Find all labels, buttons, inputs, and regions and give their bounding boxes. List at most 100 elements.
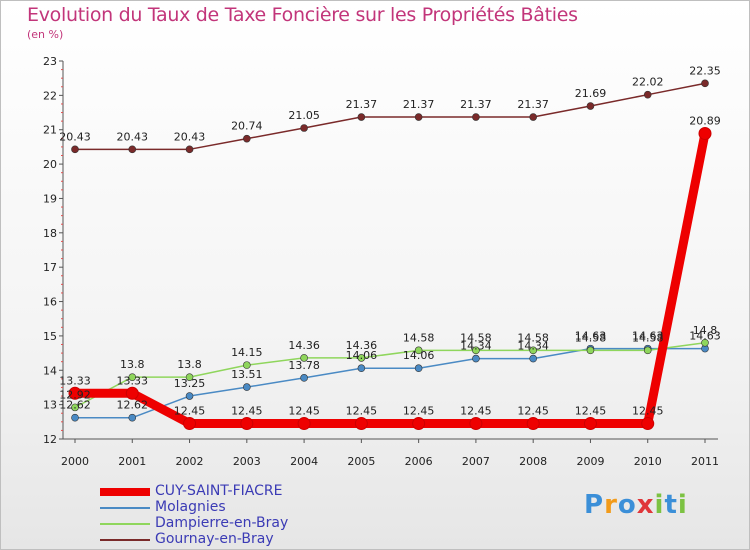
x-tick-label: 2001 [118, 455, 146, 468]
data-label: 12.45 [575, 405, 607, 418]
data-label: 12.62 [117, 399, 149, 412]
data-point [586, 346, 595, 355]
data-point [529, 113, 537, 121]
data-label: 21.37 [460, 98, 492, 111]
legend-swatch [100, 523, 150, 525]
data-label: 14.34 [517, 340, 549, 353]
data-point [357, 364, 366, 373]
legend-item: Gournay-en-Bray [100, 531, 360, 548]
legend-label: Dampierre-en-Bray [155, 515, 289, 531]
data-point [472, 113, 480, 121]
data-label: 14.63 [632, 330, 664, 343]
legend-swatch [100, 539, 150, 541]
data-label: 14.58 [403, 331, 435, 344]
data-point [469, 417, 483, 431]
data-point [185, 145, 194, 154]
data-point [68, 386, 82, 400]
data-label: 12.62 [59, 399, 91, 412]
data-point [472, 346, 480, 355]
data-label: 14.63 [689, 330, 721, 343]
data-label: 13.33 [117, 374, 149, 387]
x-tick-label: 2011 [691, 455, 719, 468]
data-label: 13.51 [231, 368, 263, 381]
data-point [357, 354, 366, 362]
data-point [583, 417, 597, 431]
logo-letter: x [636, 490, 655, 520]
y-tick-label: 17 [43, 261, 57, 274]
x-tick-label: 2004 [290, 455, 318, 468]
data-label: 14.58 [632, 331, 664, 344]
data-point [300, 124, 308, 132]
data-label: 12.45 [632, 405, 664, 418]
data-label: 20.43 [59, 130, 91, 143]
x-tick-label: 2010 [634, 455, 662, 468]
data-label: 14.06 [346, 349, 378, 362]
data-point [300, 374, 308, 382]
data-point [243, 134, 251, 143]
data-point [529, 346, 537, 355]
series-line-1 [74, 347, 706, 419]
data-label: 14.15 [231, 346, 263, 359]
logo-letter: i [654, 490, 665, 520]
data-label: 21.37 [403, 98, 435, 111]
data-point [414, 364, 423, 373]
data-label: 13.78 [288, 359, 320, 372]
data-label: 12.92 [59, 388, 91, 401]
data-label: 14.36 [346, 339, 378, 352]
data-point [71, 413, 79, 422]
data-label: 12.45 [403, 405, 435, 418]
chart-title: Evolution du Taux de Taxe Foncière sur l… [27, 4, 578, 26]
series-line-2 [74, 342, 706, 409]
proxiti-logo: Proxiti [584, 490, 688, 520]
legend-swatch [100, 488, 150, 496]
data-label: 21.37 [517, 98, 549, 111]
data-point [71, 403, 79, 412]
x-tick-label: 2002 [176, 455, 204, 468]
data-label: 20.43 [174, 130, 206, 143]
data-label: 20.74 [231, 120, 263, 133]
legend-item: Molagnies [100, 499, 360, 516]
data-label: 12.45 [174, 405, 206, 418]
series-line-0 [70, 129, 710, 429]
data-label: 13.8 [120, 358, 145, 371]
data-point [128, 145, 137, 154]
x-tick-label: 2000 [61, 455, 89, 468]
x-tick-label: 2003 [233, 455, 261, 468]
data-point [183, 417, 197, 431]
data-point [243, 383, 251, 391]
series-line-3 [74, 82, 706, 151]
x-tick-label: 2006 [405, 455, 433, 468]
data-label: 14.63 [575, 330, 607, 343]
data-label: 20.43 [117, 130, 149, 143]
data-point [128, 373, 137, 381]
data-point [586, 102, 595, 110]
y-tick-label: 12 [43, 433, 57, 446]
legend-label: CUY-SAINT-FIACRE [155, 483, 283, 499]
data-point [526, 417, 540, 431]
x-tick-label: 2007 [462, 455, 490, 468]
data-label: 12.45 [517, 405, 549, 418]
data-point [472, 354, 480, 363]
legend-label: Gournay-en-Bray [155, 531, 274, 547]
data-label: 21.05 [288, 109, 320, 122]
x-tick-label: 2005 [347, 455, 375, 468]
logo-letter: o [617, 490, 637, 520]
legend-swatch [100, 507, 150, 509]
data-point [643, 346, 652, 355]
y-tick-label: 16 [43, 296, 57, 309]
data-label: 21.37 [346, 98, 378, 111]
y-tick-label: 14 [43, 364, 57, 377]
data-point [71, 145, 79, 154]
legend-item: CUY-SAINT-FIACRE [100, 483, 360, 500]
y-tick-label: 18 [43, 227, 57, 240]
data-point [297, 417, 311, 431]
data-point [185, 373, 194, 381]
y-tick-label: 21 [43, 124, 57, 137]
data-label: 14.34 [460, 340, 492, 353]
data-label: 20.89 [689, 115, 721, 128]
data-label: 22.02 [632, 76, 664, 89]
x-tick-label: 2008 [519, 455, 547, 468]
data-point [414, 346, 423, 355]
